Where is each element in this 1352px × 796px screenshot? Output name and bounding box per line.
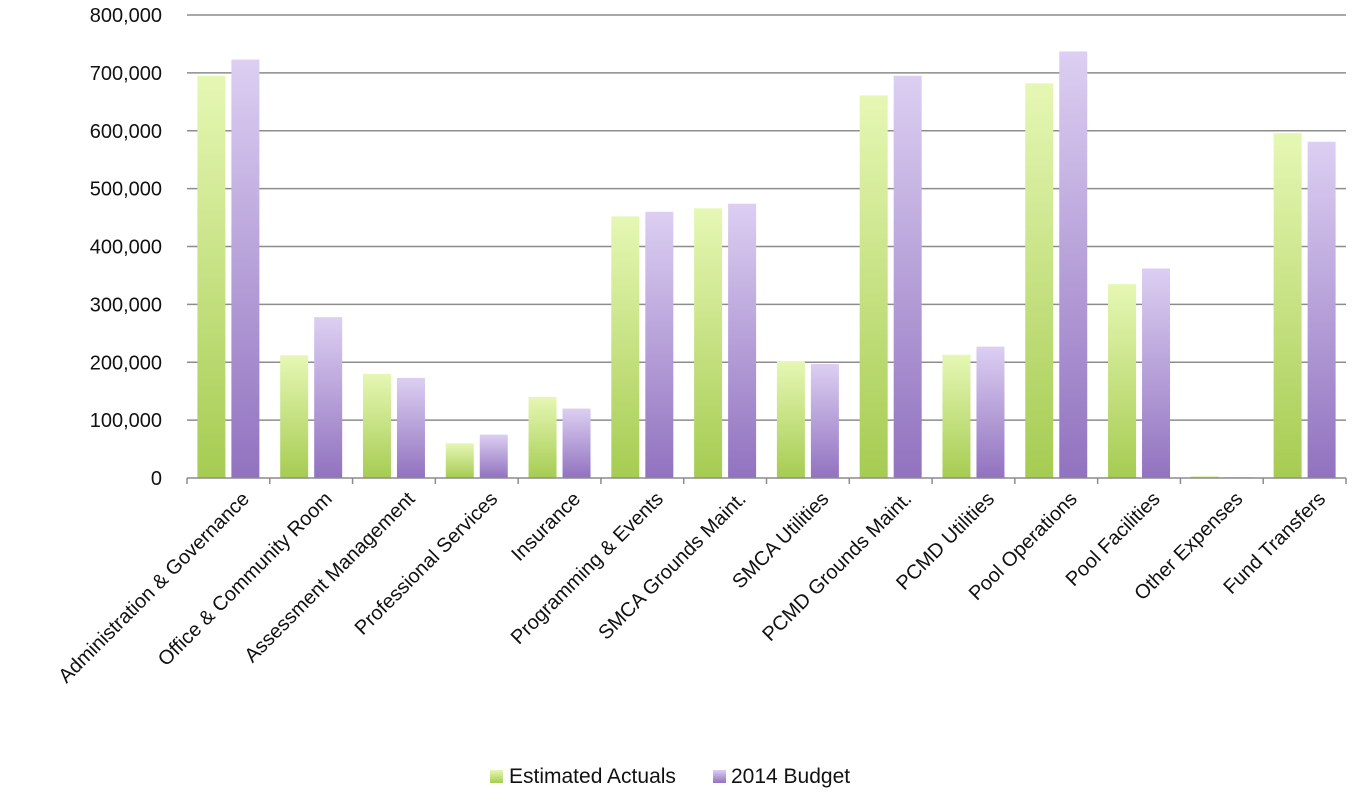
x-category-label: SMCA Grounds Maint. xyxy=(594,488,750,644)
bar-2014-budget xyxy=(645,211,674,478)
bar-estimated-actuals xyxy=(528,396,557,478)
bar-estimated-actuals xyxy=(694,208,723,479)
bars xyxy=(197,51,1336,479)
bar-estimated-actuals xyxy=(611,216,640,478)
bar-2014-budget xyxy=(728,203,757,479)
bar-estimated-actuals xyxy=(362,373,391,478)
bar-estimated-actuals xyxy=(776,361,805,478)
y-tick-label: 300,000 xyxy=(90,294,162,316)
bar-2014-budget xyxy=(1307,141,1336,478)
y-axis-tick-labels: 0 100,000 200,000 300,000 400,000 500,000 600,… xyxy=(90,5,162,490)
bar-2014-budget xyxy=(396,377,425,478)
y-tick-label: 500,000 xyxy=(90,179,162,201)
x-category-label: Assessment Management xyxy=(240,488,419,667)
bar-estimated-actuals xyxy=(445,443,474,478)
y-tick-label: 200,000 xyxy=(90,352,162,374)
x-category-label: Programming & Events xyxy=(507,488,668,649)
y-tick-label: 600,000 xyxy=(90,121,162,143)
y-tick-label: 400,000 xyxy=(90,237,162,259)
bar-estimated-actuals xyxy=(1190,476,1219,478)
legend-swatch xyxy=(490,770,503,783)
bar-estimated-actuals xyxy=(1108,284,1137,478)
bar-2014-budget xyxy=(1059,51,1088,479)
x-category-label: Office & Community Room xyxy=(154,488,337,671)
legend: Estimated Actuals 2014 Budget xyxy=(490,765,850,788)
bar-2014-budget xyxy=(314,317,343,478)
y-tick-label: 0 xyxy=(151,468,162,490)
gridlines xyxy=(187,14,1346,421)
legend-label: 2014 Budget xyxy=(731,765,850,788)
bar-2014-budget xyxy=(231,59,260,478)
bar-estimated-actuals xyxy=(1273,133,1302,478)
y-tick-label: 100,000 xyxy=(90,410,162,432)
bar-estimated-actuals xyxy=(197,75,226,479)
x-axis xyxy=(186,477,1347,484)
legend-label: Estimated Actuals xyxy=(509,765,676,788)
y-tick-label: 800,000 xyxy=(90,5,162,27)
x-category-label: PCMD Grounds Maint. xyxy=(758,488,916,646)
bar-2014-budget xyxy=(976,346,1005,478)
x-category-label: Professional Services xyxy=(351,488,503,640)
bar-2014-budget xyxy=(810,363,839,478)
bar-2014-budget xyxy=(479,434,508,478)
bar-estimated-actuals xyxy=(1025,83,1054,478)
bar-2014-budget xyxy=(893,75,922,479)
bar-2014-budget xyxy=(1142,268,1171,478)
x-category-label: Insurance xyxy=(507,488,585,566)
bar-2014-budget xyxy=(562,408,591,478)
y-tick-label: 700,000 xyxy=(90,63,162,85)
bar-estimated-actuals xyxy=(280,355,309,478)
bar-estimated-actuals xyxy=(859,95,888,478)
bar-estimated-actuals xyxy=(942,354,971,478)
legend-swatch xyxy=(713,770,726,783)
